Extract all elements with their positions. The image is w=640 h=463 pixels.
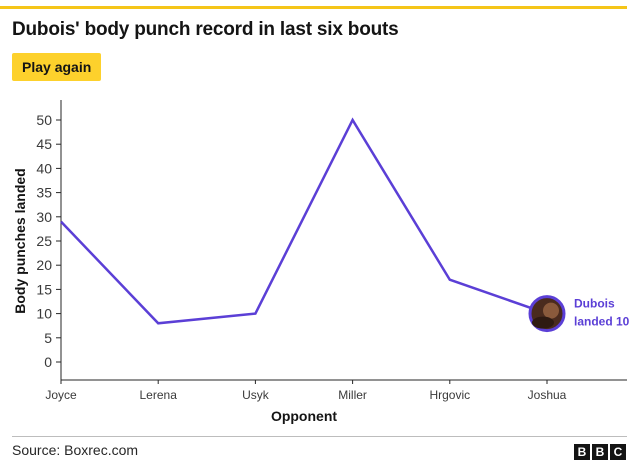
y-tick-label: 50 xyxy=(36,112,52,128)
y-tick-label: 30 xyxy=(36,209,52,225)
y-tick-label: 0 xyxy=(44,354,52,370)
y-axis: 0 5 10 15 20 25 30 35 40 45 50 Body punches landed xyxy=(12,100,62,380)
y-tick-label: 45 xyxy=(36,136,52,152)
y-tick-label: 5 xyxy=(44,330,52,346)
y-tick-label: 25 xyxy=(36,233,52,249)
x-tick-label: Joyce xyxy=(45,388,77,402)
x-tick-label: Lerena xyxy=(140,388,178,402)
bbc-logo-letter: C xyxy=(610,444,626,460)
annotation-label: landed 10 xyxy=(574,315,630,329)
y-tick-label: 10 xyxy=(36,306,52,322)
x-tick-label: Miller xyxy=(338,388,367,402)
bbc-logo-letter: B xyxy=(592,444,608,460)
bbc-logo-letter: B xyxy=(574,444,590,460)
y-tick-label: 35 xyxy=(36,185,52,201)
chart-title: Dubois' body punch record in last six bo… xyxy=(12,19,399,40)
annotation-label: Dubois xyxy=(574,297,615,311)
series-line xyxy=(60,117,548,325)
play-again-button[interactable]: Play again xyxy=(12,53,102,81)
y-tick-label: 20 xyxy=(36,257,52,273)
x-tick-label: Usyk xyxy=(242,388,270,402)
y-tick-label: 15 xyxy=(36,281,52,297)
series-body-punches xyxy=(60,117,548,325)
top-accent-rule xyxy=(0,6,627,9)
boxer-photo-shoulder xyxy=(532,316,554,329)
annotation-dubois-landed: Dubois landed 10 xyxy=(528,295,630,333)
source-note: Source: Boxrec.com xyxy=(12,442,139,458)
x-axis: Joyce Lerena Usyk Miller Hrgovic Joshua Oppone… xyxy=(45,379,627,424)
x-tick-label: Hrgovic xyxy=(429,388,470,402)
bbc-logo: B B C xyxy=(574,444,626,460)
footer-rule xyxy=(12,436,627,437)
x-axis-title: Opponent xyxy=(271,408,337,424)
boxer-photo-face xyxy=(543,302,559,319)
y-axis-title: Body punches landed xyxy=(12,168,28,313)
y-tick-label: 40 xyxy=(36,160,52,176)
x-tick-label: Joshua xyxy=(528,388,567,402)
